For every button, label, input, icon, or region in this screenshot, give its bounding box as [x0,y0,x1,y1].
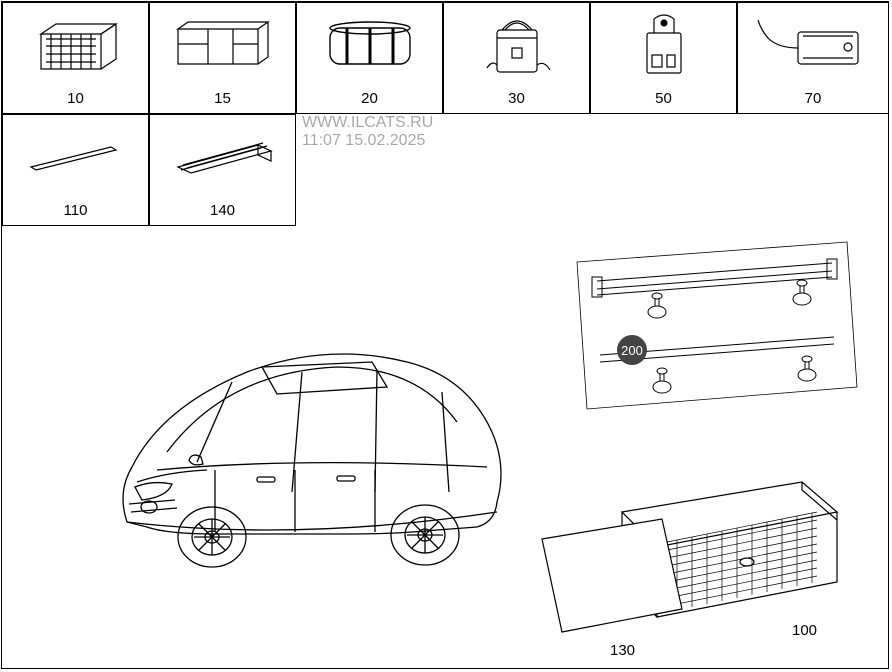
watermark-line2: 11:07 15.02.2025 [302,132,433,150]
cell-20: 20 [296,2,443,114]
cooler-bag-icon [444,3,589,86]
cell-label: 50 [591,86,736,113]
cell-label: 110 [3,198,148,225]
charger-icon [591,3,736,86]
watermark: WWW.ILCATS.RU 11:07 15.02.2025 [302,114,433,151]
cell-140: 140 [149,114,296,226]
cover-roll-icon [150,115,295,198]
callout-200-label: 200 [621,343,643,358]
cell-110: 110 [2,114,149,226]
watermark-line1: WWW.ILCATS.RU [302,114,433,132]
cell-label: 15 [150,86,295,113]
cell-70: 70 [737,2,889,114]
cell-label: 20 [297,86,442,113]
cell-label: 70 [738,86,888,113]
cell-30: 30 [443,2,590,114]
cell-label: 140 [150,198,295,225]
label-100: 100 [792,622,817,639]
divider-box-icon [150,3,295,86]
vehicle-outline [97,292,517,612]
crate-icon [3,3,148,86]
bar-icon [3,115,148,198]
cell-15: 15 [149,2,296,114]
mat-130 [527,504,697,644]
diagram-frame: 10 15 [1,1,889,669]
panel-200 [562,237,862,427]
soft-tub-icon [297,3,442,86]
cell-50: 50 [590,2,737,114]
cell-10: 10 [2,2,149,114]
label-130: 130 [610,642,635,659]
callout-200: 200 [617,335,647,365]
cell-label: 30 [444,86,589,113]
power-supply-icon [738,3,888,86]
cell-label: 10 [3,86,148,113]
